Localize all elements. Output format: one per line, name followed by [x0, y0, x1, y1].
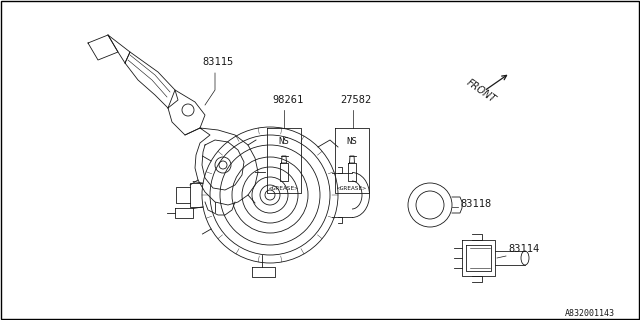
Text: <GREASE>: <GREASE>	[269, 186, 299, 190]
Text: NS: NS	[278, 137, 289, 146]
Text: 83114: 83114	[508, 244, 540, 254]
Text: 98261: 98261	[272, 95, 303, 105]
Text: FRONT: FRONT	[465, 78, 498, 105]
Text: A832001143: A832001143	[565, 308, 615, 317]
Text: 83118: 83118	[460, 199, 492, 209]
Text: NS: NS	[347, 137, 357, 146]
Text: 27582: 27582	[340, 95, 371, 105]
Text: <GREASE>: <GREASE>	[337, 186, 367, 190]
Text: 83115: 83115	[202, 57, 233, 67]
